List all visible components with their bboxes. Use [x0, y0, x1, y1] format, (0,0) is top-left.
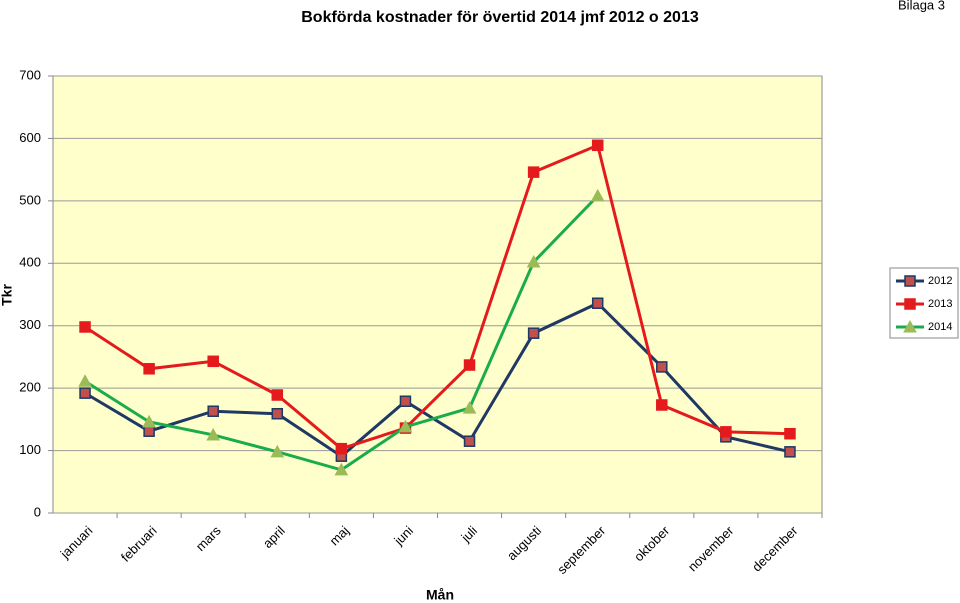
marker: [78, 374, 92, 387]
x-tick-label: november: [685, 522, 737, 574]
marker: [526, 254, 541, 268]
x-tick-label: februari: [118, 523, 160, 565]
marker: [527, 166, 540, 178]
plot-area: [52, 75, 823, 514]
y-tick-label: 0: [34, 504, 41, 519]
x-tick-label: oktober: [631, 522, 673, 564]
marker: [720, 426, 732, 438]
marker: [904, 275, 916, 287]
y-tick-label: 200: [19, 380, 41, 395]
x-tick-label: januari: [57, 523, 96, 562]
marker: [656, 399, 668, 411]
marker: [656, 361, 668, 373]
legend-label: 2012: [928, 275, 952, 287]
y-tick-label: 500: [19, 192, 41, 207]
marker: [784, 427, 796, 440]
x-axis-label: Mån: [426, 587, 454, 603]
marker: [143, 425, 155, 437]
x-tick-label: juni: [390, 523, 416, 549]
marker: [904, 298, 916, 310]
series-line: [84, 301, 791, 459]
x-tick-label: maj: [327, 523, 352, 548]
marker: [398, 419, 413, 433]
x-tick-label: augusti: [504, 523, 544, 563]
x-tick-label: september: [554, 522, 609, 577]
marker: [590, 188, 605, 202]
marker: [79, 387, 91, 399]
y-tick-label: 600: [19, 130, 41, 145]
marker: [270, 444, 285, 458]
marker: [335, 442, 348, 455]
chart-title: Bokförda kostnader för övertid 2014 jmf …: [301, 9, 699, 26]
marker: [463, 359, 476, 371]
y-tick-label: 100: [19, 442, 41, 457]
marker: [527, 327, 540, 339]
y-tick-label: 400: [19, 255, 41, 270]
x-tick-label: mars: [193, 523, 224, 554]
marker: [463, 435, 476, 447]
marker: [206, 427, 221, 441]
marker: [399, 395, 412, 408]
marker: [271, 389, 284, 401]
legend: 2012 2013 2014: [889, 267, 959, 339]
marker: [142, 414, 156, 428]
marker: [143, 363, 155, 375]
marker: [207, 405, 219, 417]
annotation: Bilaga 3: [898, 0, 945, 12]
marker: [334, 462, 349, 476]
marker: [462, 401, 477, 414]
y-tick-label: 300: [19, 317, 41, 332]
series-line: [84, 143, 791, 451]
marker: [591, 297, 604, 309]
marker: [207, 355, 219, 368]
y-tick-label: 700: [19, 67, 41, 82]
marker: [903, 319, 917, 333]
marker: [271, 407, 284, 420]
marker: [591, 139, 604, 152]
marker: [784, 446, 796, 458]
y-axis-label: Tkr: [0, 284, 15, 306]
x-tick-label: juli: [458, 523, 481, 546]
marker: [79, 321, 91, 333]
x-tick-label: december: [749, 522, 801, 574]
legend-label: 2013: [928, 298, 952, 310]
x-tick-label: april: [260, 523, 288, 551]
legend-label: 2014: [928, 321, 952, 333]
